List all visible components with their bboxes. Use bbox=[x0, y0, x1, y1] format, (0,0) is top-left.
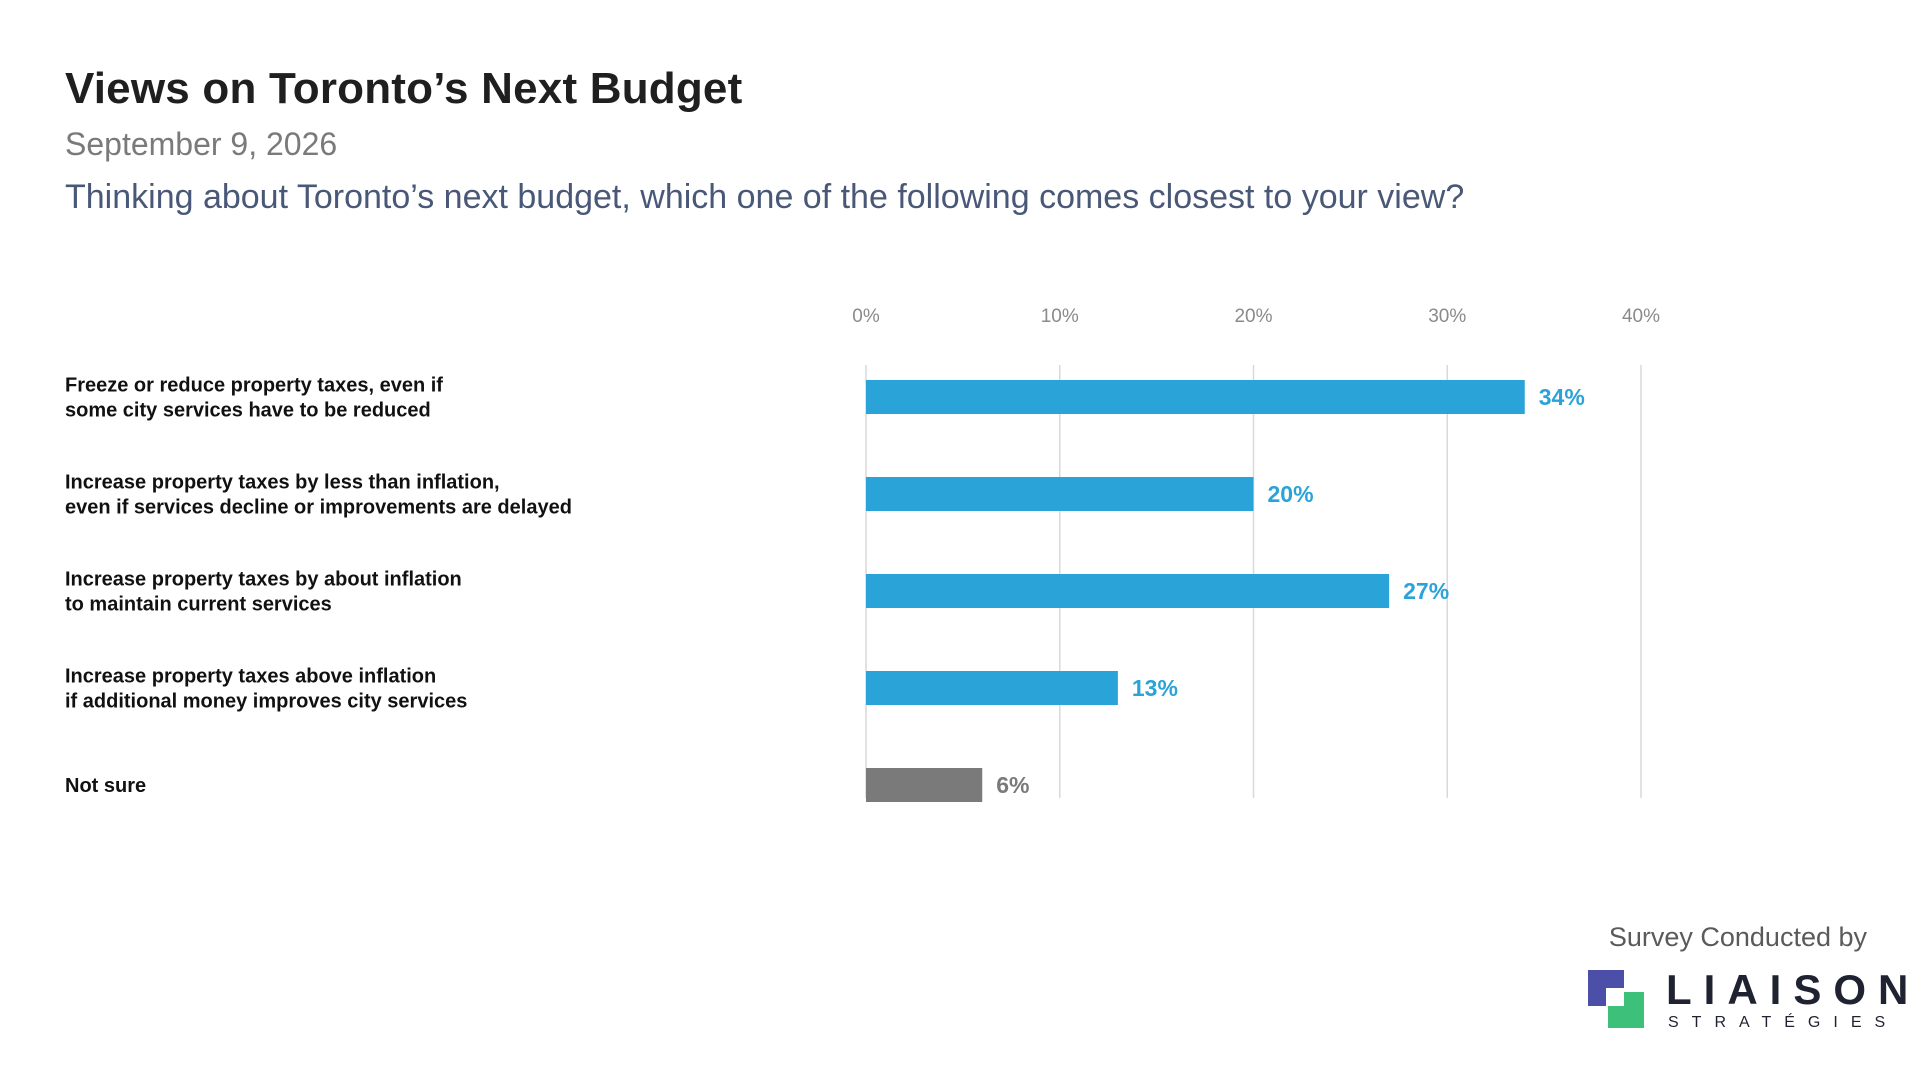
bar-chart: 0% 10% 20% 30% 40% 34% Freeze or reduce proper… bbox=[65, 306, 1660, 802]
category-label-line: Not sure bbox=[65, 775, 146, 797]
x-tick-label: 40% bbox=[1622, 306, 1660, 327]
survey-credit: Survey Conducted by bbox=[1608, 922, 1867, 952]
data-label: 13% bbox=[1132, 675, 1178, 701]
liaison-logo: LIAISON STRATÉGIES bbox=[1588, 966, 1908, 1032]
x-tick-label: 10% bbox=[1041, 306, 1079, 327]
x-tick-label: 20% bbox=[1234, 306, 1272, 327]
chart-title: Views on Toronto’s Next Budget bbox=[65, 64, 743, 113]
bar bbox=[866, 574, 1390, 608]
category-label-line: to maintain current services bbox=[65, 594, 332, 616]
category-label: Increase property taxes by less than inf… bbox=[65, 472, 572, 519]
category-label: Increase property taxes by about inflati… bbox=[65, 569, 462, 616]
category-label-line: Increase property taxes by about inflati… bbox=[65, 569, 462, 591]
x-tick-label: 30% bbox=[1428, 306, 1466, 327]
data-label: 20% bbox=[1268, 481, 1314, 507]
survey-date: September 9, 2026 bbox=[65, 126, 338, 162]
category-label-line: Increase property taxes above inflation bbox=[65, 666, 436, 688]
logo-subtitle: STRATÉGIES bbox=[1668, 1014, 1899, 1031]
data-label: 27% bbox=[1403, 578, 1449, 604]
category-label: Increase property taxes above inflation i… bbox=[65, 666, 467, 713]
logo-wordmark: LIAISON bbox=[1666, 966, 1920, 1013]
category-label-line: if additional money improves city servic… bbox=[65, 691, 467, 713]
category-label: Not sure bbox=[65, 775, 146, 797]
category-label-line: Increase property taxes by less than inf… bbox=[65, 472, 500, 494]
bar bbox=[866, 768, 983, 802]
data-label: 6% bbox=[996, 772, 1029, 798]
bar bbox=[866, 380, 1525, 414]
category-label-line: some city services have to be reduced bbox=[65, 400, 431, 422]
logo-squares-icon bbox=[1588, 970, 1644, 1028]
bar bbox=[866, 671, 1118, 705]
data-label: 34% bbox=[1539, 384, 1585, 410]
category-label: Freeze or reduce property taxes, even if… bbox=[65, 375, 443, 422]
survey-question: Thinking about Toronto’s next budget, wh… bbox=[65, 178, 1465, 216]
x-tick-label: 0% bbox=[852, 306, 880, 327]
category-label-line: even if services decline or improvements… bbox=[65, 497, 572, 519]
category-label-line: Freeze or reduce property taxes, even if bbox=[65, 375, 443, 397]
bar bbox=[866, 477, 1254, 511]
